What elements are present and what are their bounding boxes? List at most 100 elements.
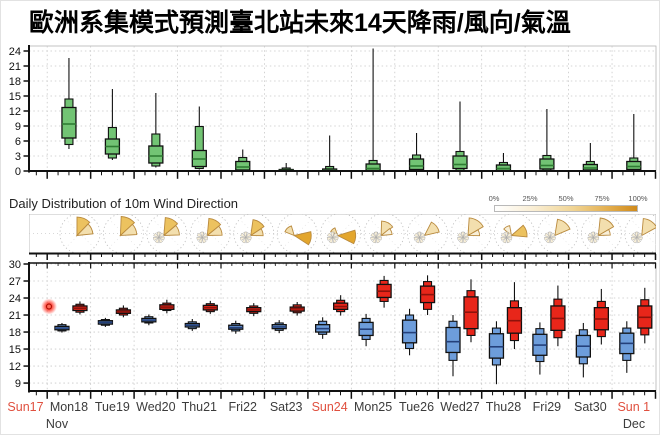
windrose-calm-rosette (505, 236, 513, 241)
windrose-petal-Sun24 (336, 229, 357, 245)
windrose-petal-Tue26 (423, 221, 440, 237)
legend-label-75pct: 75% (594, 194, 610, 203)
temp-y-label: 15 (9, 344, 21, 356)
windrose-calm-rosette (244, 236, 252, 241)
month-label-nov: Nov (45, 417, 69, 431)
day-label-Sun24: Sun24 (311, 400, 348, 414)
windrose-calm-rosette (372, 236, 377, 244)
windrose-calm-rosette (373, 231, 378, 239)
day-label-Sun1: Sun 1 (617, 400, 651, 414)
precip-y-label: 9 (15, 121, 21, 133)
windrose-calm-rosette (418, 236, 426, 241)
windrose-petal-Wed27 (466, 229, 481, 237)
precip-Fri22-box (235, 160, 251, 171)
windrose-calm-rosette (506, 236, 511, 244)
precip-y-label: 0 (15, 166, 21, 178)
legend-label-100pct: 100% (628, 194, 648, 203)
windrose-calm-rosette (370, 236, 377, 241)
windrose-calm-rosette (631, 232, 638, 238)
windrose-calm-rosette (419, 236, 424, 244)
windrose-calm-rosette (245, 232, 252, 239)
windrose-calm-rosette (245, 236, 250, 244)
precip-y-label: 6 (15, 136, 21, 148)
windrose-calm-rosette (589, 236, 594, 244)
windrose-calm-rosette (462, 232, 469, 239)
windrose-calm-rosette (462, 236, 468, 244)
precip-panel: 0 3 6 9 12 15 18 21 24 (9, 45, 657, 179)
windrose-calm-rosette (457, 232, 464, 238)
windrose-calm-rosette (158, 232, 165, 239)
windrose-calm-rosette (153, 232, 160, 238)
windrose-calm-rosette (153, 236, 160, 241)
windrose-calm-rosette (587, 232, 595, 238)
legend-label-25pct: 25% (522, 194, 538, 203)
windrose-calm-rosette (587, 236, 595, 241)
page-title: 歐洲系集模式預測臺北站未來14天降雨/風向/氣溫 (29, 9, 571, 37)
day-label-Tue19: Tue19 (94, 400, 130, 414)
windrose-petal-Tue19 (119, 223, 138, 237)
windrose-petal-Mon25 (380, 220, 394, 237)
windrose-calm-rosette (158, 236, 165, 241)
precip-Tue26-box (408, 158, 425, 171)
windrose-calm-rosette (544, 236, 551, 241)
windrose-petal-Wed20 (162, 224, 180, 236)
windrose-calm-rosette (200, 231, 205, 239)
windrose-petal-Mon25 (379, 227, 393, 237)
day-label-Sat30: Sat30 (574, 400, 607, 414)
temp-y-label: 21 (9, 310, 21, 322)
temp-y-label: 18 (9, 327, 21, 339)
windrose-calm-rosette (549, 236, 556, 241)
precip-y-label: 3 (15, 151, 21, 163)
windrose-calm-rosette (634, 231, 639, 239)
windrose-calm-rosette (156, 231, 161, 239)
tmin-Tue26-box (401, 319, 418, 344)
windrose-calm-rosette (332, 236, 337, 244)
windrose-calm-rosette (415, 236, 420, 244)
windrose-calm-rosette (328, 236, 333, 244)
temp-panel: 9 12 15 18 21 24 27 30 (9, 259, 657, 399)
precip-Thu21-inner-box (194, 125, 204, 170)
temp-y-label: 27 (9, 276, 21, 288)
precip-Fri29-box (539, 158, 555, 170)
windrose-calm-rosette (417, 231, 422, 239)
windrose-calm-rosette (504, 231, 509, 239)
windrose-calm-rosette (243, 231, 248, 239)
windrose-calm-rosette (591, 231, 596, 239)
windrose-petal-Sun 1 (641, 218, 656, 237)
precip-Wed20-box (148, 145, 164, 164)
windrose-calm-rosette (332, 232, 339, 239)
windrose-calm-rosette (631, 236, 638, 241)
windrose-calm-rosette (457, 236, 464, 241)
windrose-calm-rosette (545, 236, 551, 244)
wind-spoke (326, 219, 356, 248)
windrose-calm-rosette (240, 232, 247, 238)
day-label-Fri22: Fri22 (228, 400, 257, 414)
windrose-calm-rosette (592, 232, 599, 239)
precip-y-label: 24 (9, 46, 21, 58)
legend-label-50pct: 50% (558, 194, 574, 203)
windrose-calm-rosette (201, 236, 209, 241)
precip-Mon25-box (365, 163, 381, 172)
temp-y-label: 30 (9, 259, 21, 271)
windrose-petal-Tue19 (119, 216, 136, 237)
temp-y-label: 9 (15, 378, 21, 390)
observation-dot (45, 303, 53, 310)
windrose-calm-rosette (549, 232, 556, 239)
windrose-petal-Thu21 (205, 225, 223, 236)
day-label-Tue26: Tue26 (399, 400, 435, 414)
windrose-petal-Wed27 (467, 217, 484, 237)
windrose-petal-Fri22 (250, 219, 265, 237)
windrose-calm-rosette (331, 236, 339, 241)
day-label-Wed27: Wed27 (440, 400, 480, 414)
windrose-calm-rosette (201, 232, 208, 239)
windrose-calm-rosette (418, 232, 426, 239)
windrose-calm-rosette (375, 236, 382, 241)
windrose-calm-rosette (196, 232, 203, 238)
day-label-Fri29: Fri29 (532, 400, 562, 414)
windrose-calm-rosette (414, 232, 421, 238)
day-label-Thu28: Thu28 (485, 400, 522, 414)
windrose-calm-rosette (330, 231, 335, 239)
windrose-petal-Thu21 (206, 217, 222, 237)
windrose-calm-rosette (636, 236, 642, 244)
